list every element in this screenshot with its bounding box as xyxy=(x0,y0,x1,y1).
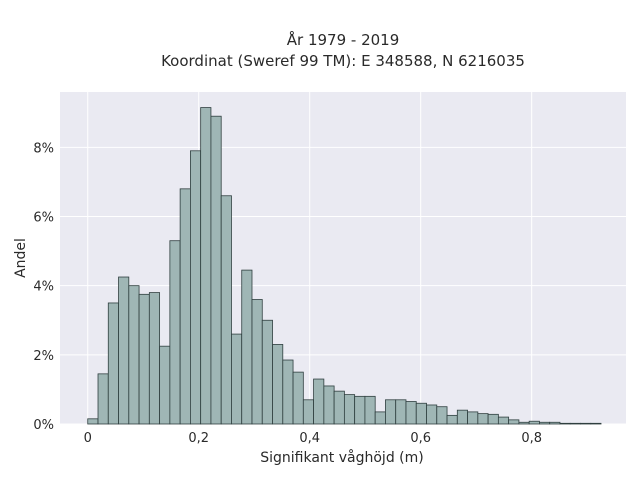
histogram-bar xyxy=(138,293,150,425)
histogram-bar xyxy=(343,394,356,425)
histogram-bar xyxy=(302,399,314,425)
histogram-bar xyxy=(251,299,263,425)
histogram-bar xyxy=(395,399,407,425)
histogram-bar xyxy=(539,421,551,425)
histogram-bar xyxy=(159,345,171,425)
bars xyxy=(87,107,602,425)
histogram-bar xyxy=(364,395,376,425)
x-tick-label: 0 xyxy=(84,431,92,446)
histogram-bar xyxy=(333,390,345,425)
histogram-bar xyxy=(292,371,304,425)
histogram-bar xyxy=(580,422,592,425)
histogram-bar xyxy=(569,422,581,425)
y-tick-label: 6% xyxy=(33,211,54,226)
histogram-bar xyxy=(559,422,571,425)
chart-title-line2: Koordinat (Sweref 99 TM): E 348588, N 62… xyxy=(161,52,525,70)
x-axis-label: Signifikant våghöjd (m) xyxy=(260,449,423,466)
histogram-bar xyxy=(477,413,489,425)
histogram-bar xyxy=(415,402,427,425)
histogram-bar xyxy=(220,195,232,425)
histogram-bar xyxy=(426,404,438,425)
histogram-bar xyxy=(446,414,458,425)
histogram-bar xyxy=(497,416,510,425)
histogram-bar xyxy=(97,373,109,425)
histogram-bar xyxy=(87,418,99,425)
histogram-bar xyxy=(200,107,212,425)
x-tick-label: 0,2 xyxy=(188,431,209,446)
histogram-bar xyxy=(210,115,222,425)
histogram-bar xyxy=(190,150,202,425)
histogram-bar xyxy=(436,406,448,425)
histogram-bar xyxy=(128,285,140,425)
x-tick-label: 0,4 xyxy=(299,431,320,446)
histogram-bar xyxy=(487,413,499,425)
y-tick-label: 0% xyxy=(33,418,54,433)
tick-labels: 0 0,2 0,4 0,6 0,8 0% 2% 4% 6% 8% xyxy=(33,141,542,446)
histogram-bar xyxy=(169,240,181,425)
histogram-bar xyxy=(467,411,479,425)
histogram-bar xyxy=(549,421,561,425)
y-tick-label: 8% xyxy=(33,141,54,156)
histogram-bar xyxy=(272,344,284,425)
x-tick-label: 0,6 xyxy=(410,431,431,446)
histogram-bar xyxy=(313,378,325,425)
histogram-bar xyxy=(231,333,243,425)
histogram-bar xyxy=(323,385,335,425)
histogram-bar xyxy=(456,409,468,425)
histogram-bar xyxy=(385,399,397,425)
x-tick-label: 0,8 xyxy=(521,431,542,446)
histogram-bar xyxy=(282,359,294,425)
histogram-bar xyxy=(354,395,366,425)
y-tick-label: 2% xyxy=(33,349,54,364)
histogram-bar xyxy=(374,411,386,425)
histogram-bar xyxy=(148,292,161,425)
histogram-bar xyxy=(261,319,273,425)
histogram-bar xyxy=(241,269,253,425)
histogram-bar xyxy=(405,401,417,425)
histogram-bar xyxy=(528,420,540,425)
histogram-bar xyxy=(179,188,191,425)
y-axis-label: Andel xyxy=(13,238,29,278)
y-tick-label: 4% xyxy=(33,280,54,295)
chart-title-line1: År 1979 - 2019 xyxy=(287,30,400,49)
histogram-bar xyxy=(118,276,130,425)
histogram-bar xyxy=(518,421,530,425)
histogram-bar xyxy=(508,419,520,425)
histogram-bar xyxy=(107,302,119,425)
histogram-bar xyxy=(590,422,602,425)
